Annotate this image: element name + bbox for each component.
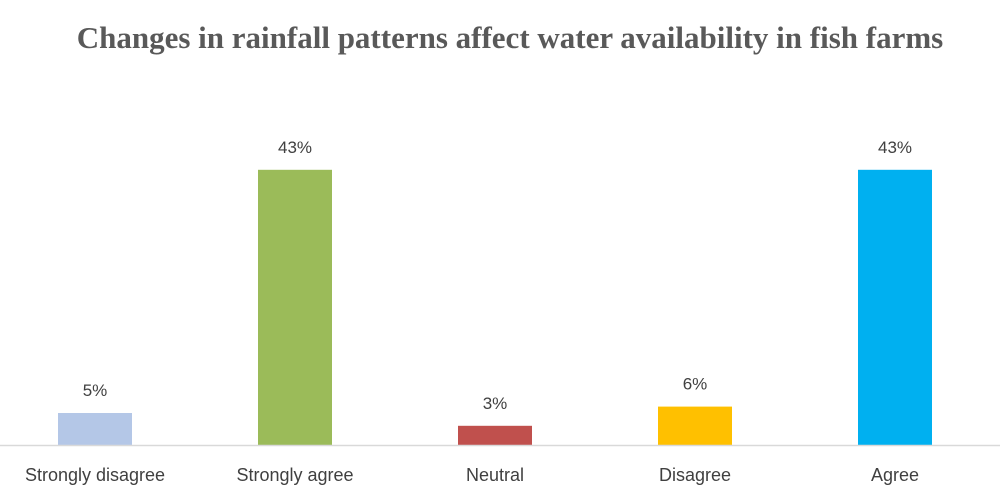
x-tick-label-agree: Agree (871, 465, 919, 485)
data-label-agree: 43% (878, 138, 912, 157)
data-label-strongly-disagree: 5% (83, 381, 108, 400)
chart-title: Changes in rainfall patterns affect wate… (76, 20, 944, 55)
category-labels-layer: Strongly disagree Strongly agree Neutral Di… (25, 465, 919, 485)
bar-neutral (458, 425, 532, 445)
bar-disagree (658, 406, 732, 445)
data-label-disagree: 6% (683, 375, 708, 394)
data-label-neutral: 3% (483, 394, 508, 413)
bar-agree (858, 169, 932, 446)
value-labels-layer: 5% 43% 3% 6% 43% (83, 138, 912, 413)
data-label-strongly-agree: 43% (278, 138, 312, 157)
bars-layer (58, 169, 932, 446)
x-tick-label-neutral: Neutral (466, 465, 524, 485)
x-tick-label-strongly-disagree: Strongly disagree (25, 465, 165, 485)
x-tick-label-disagree: Disagree (659, 465, 731, 485)
bar-strongly-disagree (58, 413, 132, 445)
bar-strongly-agree (258, 169, 332, 446)
x-tick-label-strongly-agree: Strongly agree (236, 465, 353, 485)
